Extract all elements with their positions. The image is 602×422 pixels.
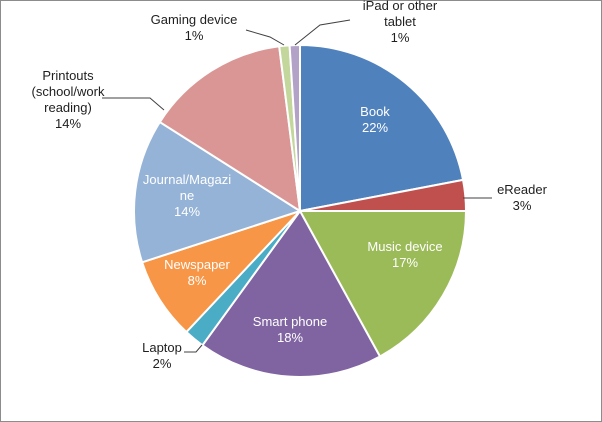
- data-label-line: 2%: [153, 356, 172, 371]
- data-label: Book 22%: [360, 104, 390, 135]
- data-label-line: 22%: [362, 120, 388, 135]
- data-label: Music device 17%: [367, 239, 442, 270]
- leader-line: [102, 97, 165, 111]
- data-label: eReader 3%: [497, 182, 548, 213]
- leader-lines: [102, 19, 492, 353]
- data-label-line: Laptop: [142, 340, 182, 355]
- data-label-line: iPad or other: [363, 0, 438, 13]
- data-label-line: 8%: [188, 273, 207, 288]
- data-label-line: 3%: [513, 198, 532, 213]
- data-label: Laptop 2%: [142, 340, 182, 371]
- data-label-line: 18%: [277, 330, 303, 345]
- data-label-line: Gaming device: [151, 12, 238, 27]
- data-label: Printouts (school/work reading) 14%: [32, 68, 105, 131]
- data-label: iPad or other tablet 1%: [363, 0, 438, 45]
- data-label-line: Book: [360, 104, 390, 119]
- data-label-line: Journal/Magazi: [143, 172, 231, 187]
- data-label-line: ne: [180, 188, 194, 203]
- slice-smart-phone: [201, 209, 382, 379]
- data-label: Smart phone 18%: [253, 314, 327, 345]
- data-label-line: Printouts: [42, 68, 94, 83]
- slice-journal-magazine: [132, 120, 303, 264]
- leader-line: [184, 344, 203, 353]
- data-label-line: eReader: [497, 182, 548, 197]
- data-label-line: (school/work: [32, 84, 105, 99]
- data-label-line: 1%: [185, 28, 204, 43]
- data-label-line: 14%: [174, 204, 200, 219]
- data-label-line: 14%: [55, 116, 81, 131]
- slice-book: [299, 43, 465, 213]
- slice-printouts-school-work-reading: [158, 45, 302, 213]
- data-label: Newspaper 8%: [164, 257, 230, 288]
- slice-ipad-or-other-tablet: [288, 43, 301, 212]
- data-label-line: Music device: [367, 239, 442, 254]
- data-label-line: reading): [44, 100, 92, 115]
- data-label-line: Smart phone: [253, 314, 327, 329]
- data-label-line: tablet: [384, 14, 416, 29]
- data-label: Journal/Magazi ne 14%: [143, 172, 231, 219]
- data-label: Gaming device 1%: [151, 12, 238, 43]
- slice-labels: Book 22% eReader 3% Music device 17% Smart pho…: [32, 0, 548, 371]
- data-label-line: Newspaper: [164, 257, 230, 272]
- pie-slices: [132, 43, 468, 379]
- data-label-line: 1%: [391, 30, 410, 45]
- leader-line: [245, 29, 285, 46]
- leader-line: [294, 19, 351, 46]
- data-label-line: 17%: [392, 255, 418, 270]
- slice-music-device: [298, 210, 468, 358]
